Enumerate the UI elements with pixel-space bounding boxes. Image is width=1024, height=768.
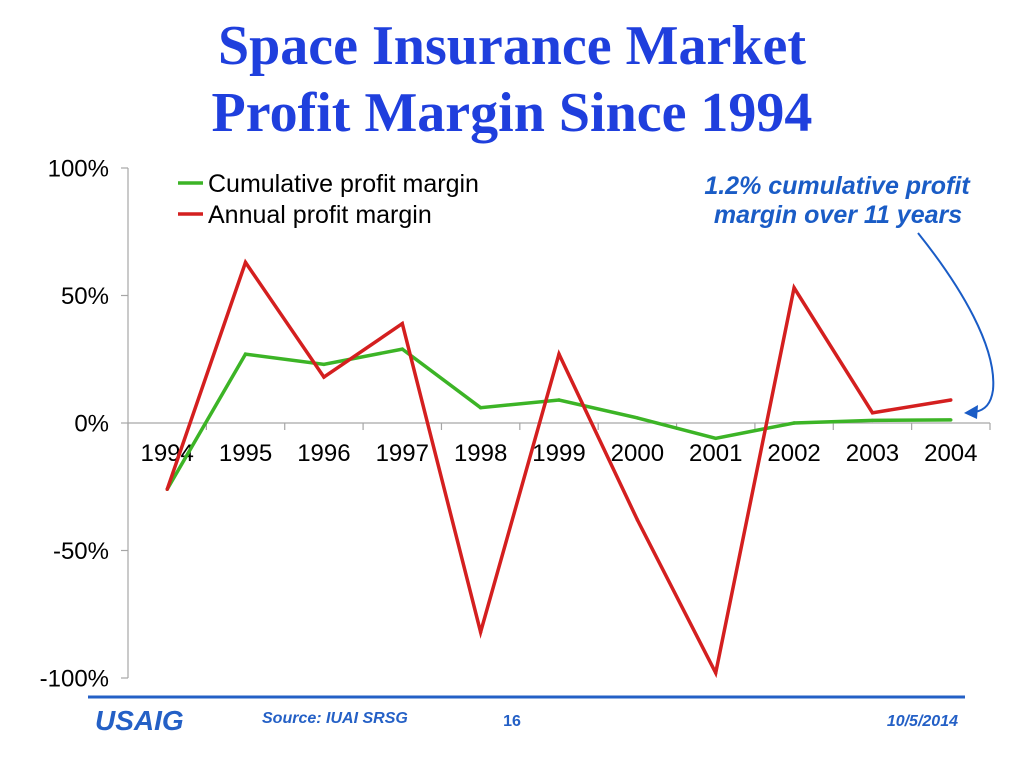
series-cumulative-profit-margin [165,347,953,491]
slide-title: Space Insurance Market [218,15,806,77]
series-line-cumulative-profit-margin [165,347,951,491]
data-point [557,398,561,402]
footer-rule [88,695,965,699]
page-number: 16 [503,713,521,730]
y-tick-label: -50% [53,538,109,565]
data-point [243,260,248,265]
x-tick-label: 1996 [297,440,350,467]
footer-source: Source: IUAI SRSG [262,710,408,727]
chart-legend: Cumulative profit margin Annual profit m… [178,170,479,229]
y-tick-label: 50% [61,283,109,310]
x-tick-label: 1999 [532,440,585,467]
x-tick-label: 2002 [767,440,820,467]
footer: USAIG Source: IUAI SRSG 16 10/5/2014 [88,695,965,736]
series-annual-profit-margin [165,258,953,679]
data-point [322,375,326,379]
y-tick-label: -100% [40,666,109,693]
data-point [322,362,326,367]
x-axis-ticks: 1994 1995 1996 1997 1998 1999 2000 2001 2002 2003… [127,423,991,467]
data-point [478,630,483,634]
x-tick-label: 1994 [140,440,193,467]
data-point [792,286,796,290]
chart-annotation: 1.2% cumulative profit margin over 11 ye… [704,172,995,419]
series-layer [165,258,953,679]
data-point [714,436,718,440]
data-point [949,398,953,402]
y-tick-label: 100% [48,156,109,183]
x-tick-label: 2003 [846,440,899,467]
data-point [635,518,640,522]
y-axis-ticks: 100% 50% 0% -50% -100% [40,156,128,693]
x-tick-label: 2000 [611,440,664,467]
x-tick-label: 2004 [924,440,977,467]
slide-title-block: Space Insurance Market Profit Margin Sin… [212,15,813,144]
data-point [714,671,718,675]
annotation-arrowhead [964,405,978,419]
data-point [400,321,404,326]
annotation-arrow [917,232,995,413]
x-tick-label: 2001 [689,440,742,467]
data-point [557,352,561,356]
data-point [870,418,875,423]
data-point [870,411,875,415]
series-line-annual-profit-margin [165,258,952,679]
annotation-line-2: margin over 11 years [714,201,962,229]
data-point [165,487,169,491]
legend-label-cumulative: Cumulative profit margin [208,170,479,198]
footer-date: 10/5/2014 [887,713,958,730]
data-point [400,347,404,351]
data-point [792,421,796,425]
data-point [635,416,640,420]
x-tick-label: 1998 [454,440,507,467]
x-tick-label: 1995 [219,440,272,467]
data-point [478,406,483,410]
y-tick-label: 0% [74,411,109,438]
legend-label-annual: Annual profit margin [208,201,432,229]
data-point [243,352,248,356]
x-tick-label: 1997 [376,440,429,467]
annotation-line-1: 1.2% cumulative profit [704,172,971,200]
usaig-logo: USAIG [95,705,184,736]
slide-subtitle: Profit Margin Since 1994 [212,82,813,144]
data-point [949,418,953,422]
chart-axes [127,168,990,678]
line-chart: 100%50%0%-50%-100% 1994 1995 1996 1997 1998 1… [40,156,991,693]
